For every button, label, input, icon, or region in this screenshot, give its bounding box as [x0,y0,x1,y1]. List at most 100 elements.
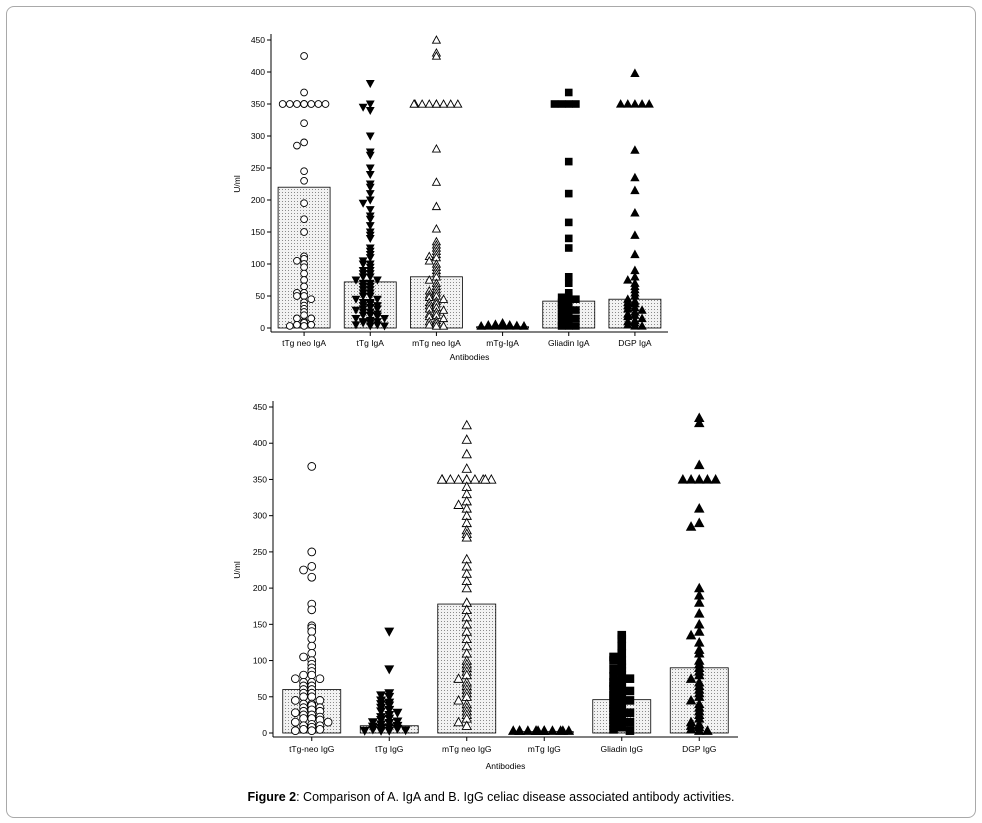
data-point [365,215,375,224]
data-point [384,705,395,715]
data-point [365,196,375,205]
x-tick-label: tTg neo IgA [282,338,326,348]
data-point [293,314,301,323]
data-point [307,547,317,557]
data-point [300,311,308,320]
data-point [358,311,368,320]
data-point [307,627,317,636]
data-point [409,99,419,108]
data-point [685,694,697,705]
data-point [557,725,569,735]
y-tick-label: 150 [253,619,267,629]
y-tick-label: 300 [253,511,267,521]
data-point [291,674,300,684]
data-point [351,321,361,330]
data-point [564,272,573,281]
data-point [617,722,627,732]
data-point [694,503,705,513]
data-point [299,714,308,723]
data-point [694,517,705,528]
data-point [365,170,375,179]
x-tick-label: Gliadin IgG [600,744,643,754]
data-point [351,295,361,304]
data-point [564,88,573,97]
data-point [358,199,368,208]
y-tick-label: 100 [253,656,267,666]
data-point [314,100,323,108]
data-point [677,474,689,484]
data-point [365,234,375,243]
data-point [469,474,481,484]
data-point [384,726,395,736]
x-axis-title: Antibodies [486,761,526,771]
data-point [483,321,493,330]
data-point [564,100,573,108]
data-point [453,499,464,509]
data-point [702,725,713,735]
data-point [376,691,387,701]
data-point [453,716,464,727]
data-point [307,726,317,736]
y-tick-label: 50 [258,692,268,702]
data-point [299,725,308,734]
y-tick-label: 150 [251,227,265,237]
x-tick-label: tTg IgG [375,744,403,754]
x-tick-label: mTg neo IgG [442,744,492,754]
data-point [358,319,368,328]
data-point [564,189,573,198]
y-tick-label: 350 [251,99,265,109]
data-point [547,725,558,735]
data-point [293,141,301,150]
data-point [512,321,522,330]
data-point [710,474,721,484]
data-point [431,143,442,153]
data-point [637,321,647,330]
data-point [365,100,375,109]
data-point [291,717,300,727]
x-tick-label: mTg neo IgA [412,338,461,348]
data-point [365,300,375,309]
data-point [694,417,705,428]
data-point [400,726,411,736]
data-point [514,725,525,735]
data-point [291,708,300,718]
data-point [617,634,627,644]
data-point [630,321,640,330]
data-point [644,99,654,108]
data-point [299,565,308,575]
data-point [307,641,317,651]
data-point [623,319,633,329]
data-point [365,183,375,192]
data-point [384,718,395,728]
data-point [384,714,395,724]
data-point [461,448,472,459]
data-point [299,670,308,680]
data-point [539,725,550,735]
data-point [307,605,317,615]
data-point [300,276,308,284]
data-point [380,322,389,331]
data-point [300,100,308,108]
data-point [365,106,375,115]
data-point [508,725,519,735]
data-point [461,531,472,542]
y-tick-label: 400 [253,438,267,448]
data-point [376,707,387,717]
data-point [431,177,442,186]
data-point [358,103,368,112]
data-point [307,572,317,582]
data-point [702,474,713,484]
data-point [424,275,434,284]
data-point [694,608,705,618]
data-point [431,99,442,108]
data-point [299,652,308,662]
y-tick-label: 100 [251,259,265,269]
x-tick-label: DGP IgA [618,338,652,348]
data-point [392,717,403,727]
data-point [431,223,442,233]
data-point [372,295,382,304]
data-point [376,726,387,736]
data-point [358,260,368,269]
data-point [617,641,627,651]
